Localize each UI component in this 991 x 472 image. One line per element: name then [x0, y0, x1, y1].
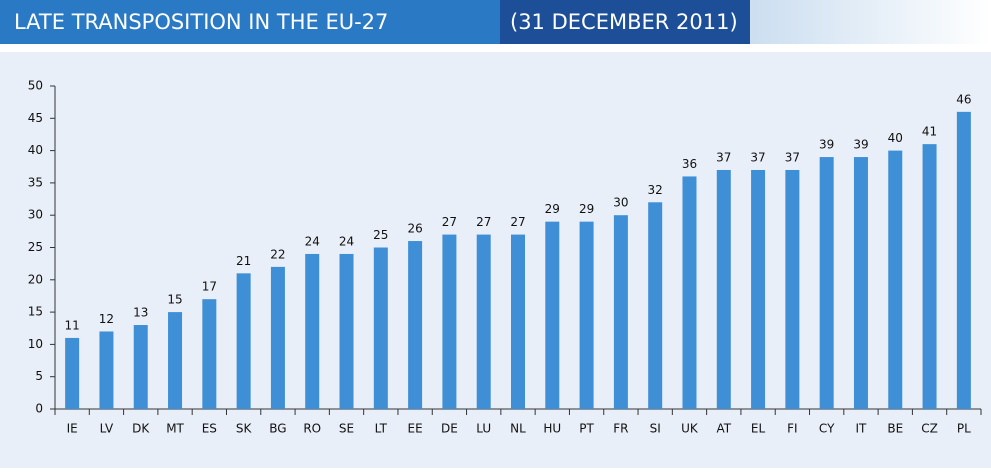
x-tick-label: CY [819, 422, 835, 436]
y-tick-label: 40 [28, 143, 43, 157]
value-label: 29 [579, 202, 594, 216]
x-tick-label: CZ [921, 422, 938, 436]
bar [202, 299, 217, 409]
y-tick-label: 20 [28, 272, 43, 286]
value-label: 24 [339, 234, 354, 248]
value-label: 24 [305, 234, 320, 248]
value-label: 32 [648, 183, 663, 197]
bar [785, 169, 800, 409]
value-label: 21 [236, 254, 251, 268]
value-label: 27 [442, 215, 457, 229]
bar [819, 157, 834, 409]
value-label: 39 [853, 138, 868, 152]
x-tick-label: PL [957, 422, 971, 436]
x-tick-label: LV [100, 422, 114, 436]
x-tick-label: IE [67, 422, 78, 436]
x-tick-label: FI [787, 422, 797, 436]
value-label: 22 [270, 247, 285, 261]
bar [442, 234, 457, 409]
bar [236, 273, 251, 409]
value-label: 37 [716, 150, 731, 164]
y-tick-label: 30 [28, 208, 43, 222]
value-label: 25 [373, 228, 388, 242]
value-label: 40 [888, 131, 903, 145]
value-label: 27 [510, 215, 525, 229]
x-tick-label: BE [887, 422, 903, 436]
plot-background [0, 52, 991, 468]
x-tick-label: SK [236, 422, 253, 436]
bar [682, 176, 697, 409]
bar [373, 247, 388, 409]
x-tick-label: EL [751, 422, 766, 436]
x-tick-label: DK [132, 422, 150, 436]
value-label: 27 [476, 215, 491, 229]
y-tick-label: 10 [28, 337, 43, 351]
value-label: 46 [956, 92, 971, 106]
value-label: 26 [407, 222, 422, 236]
bar [339, 253, 354, 409]
bar [65, 337, 80, 409]
y-tick-label: 50 [28, 79, 43, 93]
value-label: 17 [202, 280, 217, 294]
bar [270, 266, 285, 409]
bar [305, 253, 320, 409]
x-tick-label: HU [543, 422, 561, 436]
x-tick-label: PT [579, 422, 594, 436]
y-tick-label: 15 [28, 305, 43, 319]
banner-subtitle-box [500, 0, 750, 44]
bar [99, 331, 114, 409]
bar [133, 325, 148, 409]
chart-subtitle: (31 DECEMBER 2011) [510, 10, 738, 34]
bar [888, 150, 903, 409]
value-label: 37 [785, 150, 800, 164]
x-tick-label: LU [476, 422, 491, 436]
bar [648, 202, 663, 409]
x-tick-label: SI [650, 422, 661, 436]
y-tick-label: 5 [35, 369, 43, 383]
value-label: 41 [922, 125, 937, 139]
x-tick-label: ES [202, 422, 217, 436]
bar [476, 234, 491, 409]
x-tick-label: EE [408, 422, 423, 436]
chart-title: LATE TRANSPOSITION IN THE EU-27 [14, 10, 388, 34]
value-label: 15 [167, 293, 182, 307]
value-label: 11 [65, 318, 80, 332]
bar [545, 221, 560, 409]
bar [613, 215, 628, 409]
x-tick-label: NL [510, 422, 526, 436]
bar [956, 111, 971, 409]
x-tick-label: DE [441, 422, 458, 436]
banner-title-box [0, 0, 500, 44]
x-tick-label: RO [303, 422, 321, 436]
value-label: 30 [613, 196, 628, 210]
bar [716, 169, 731, 409]
bar [511, 234, 525, 409]
y-tick-label: 35 [28, 175, 43, 189]
y-tick-label: 45 [28, 111, 43, 125]
value-label: 39 [819, 138, 834, 152]
x-tick-label: AT [716, 422, 731, 436]
x-tick-label: LT [375, 422, 388, 436]
value-label: 12 [99, 312, 114, 326]
bar [168, 312, 183, 409]
y-tick-label: 0 [35, 402, 43, 416]
x-tick-label: IT [856, 422, 868, 436]
x-tick-label: FR [613, 422, 628, 436]
x-tick-label: SE [339, 422, 354, 436]
bar [579, 221, 594, 409]
bar [408, 241, 423, 409]
x-tick-label: BG [269, 422, 286, 436]
y-tick-label: 25 [28, 240, 43, 254]
bar [922, 144, 937, 409]
bar [853, 157, 868, 409]
bar [751, 169, 766, 409]
value-label: 37 [750, 150, 765, 164]
x-tick-label: MT [166, 422, 184, 436]
value-label: 13 [133, 306, 148, 320]
value-label: 36 [682, 157, 697, 171]
value-label: 29 [545, 202, 560, 216]
x-tick-label: UK [681, 422, 699, 436]
